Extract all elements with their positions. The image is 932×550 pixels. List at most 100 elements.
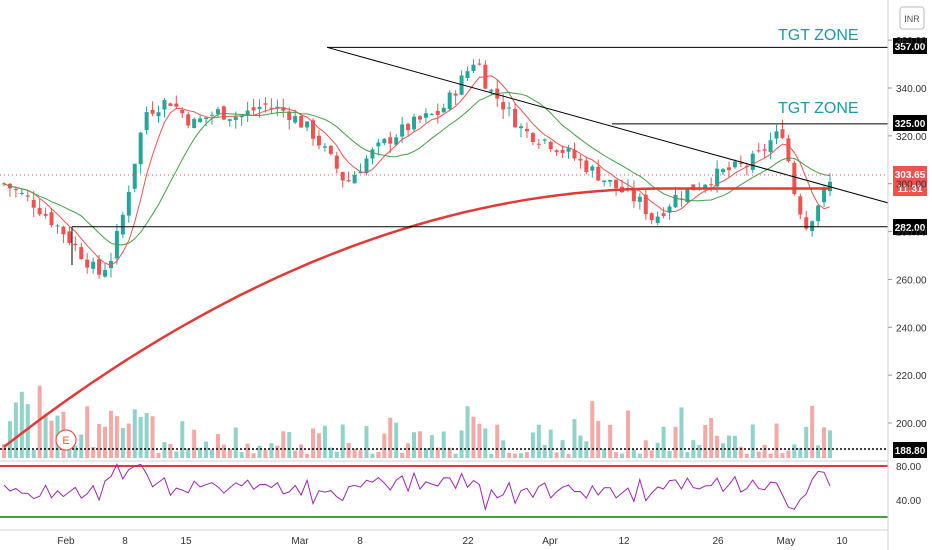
ma-fast-line	[3, 75, 831, 267]
volume-bar	[281, 431, 286, 458]
volume-bar	[114, 416, 119, 458]
candle-body	[685, 187, 690, 203]
candle-body	[465, 71, 470, 78]
volume-bar	[578, 435, 583, 458]
candle-body	[679, 198, 684, 200]
candle-body	[423, 113, 428, 118]
candle-body	[566, 148, 571, 152]
volume-bar	[79, 434, 84, 458]
volume-bar	[786, 450, 791, 458]
candle-body	[786, 138, 791, 162]
volume-bar	[358, 449, 363, 458]
candle-body	[762, 149, 767, 151]
candle-body	[138, 132, 143, 165]
volume-bar	[257, 445, 262, 458]
volume-bar	[382, 433, 387, 458]
candle-body	[536, 143, 541, 145]
candle-body	[596, 166, 601, 181]
volume-bar	[120, 427, 125, 458]
candle-body	[798, 196, 803, 215]
candle-body	[816, 205, 821, 222]
volume-bar	[465, 406, 470, 458]
volume-bar	[400, 452, 405, 458]
volume-bar	[495, 424, 500, 458]
volume-bar	[73, 445, 78, 458]
candle-body	[655, 216, 660, 223]
candle-body	[299, 115, 304, 128]
volume-bar	[192, 429, 197, 458]
volume-bar	[679, 407, 684, 458]
volume-bar	[55, 415, 60, 458]
candle-body	[186, 114, 191, 126]
candle-body	[73, 243, 78, 246]
candle-body	[554, 150, 559, 153]
volume-bar	[316, 433, 321, 458]
candle-body	[590, 166, 595, 171]
candle-body	[168, 103, 173, 106]
volume-bar	[768, 453, 773, 458]
volume-bar	[61, 411, 66, 458]
volume-bar	[423, 448, 428, 458]
volume-bar	[530, 432, 535, 458]
volume-bar	[394, 422, 399, 458]
candle-body	[703, 184, 708, 189]
volume-bar	[340, 424, 345, 458]
candle-body	[204, 117, 209, 120]
candle-body	[382, 138, 387, 144]
candle-body	[709, 184, 714, 186]
candle-body	[215, 109, 220, 114]
volume-bar	[150, 416, 155, 458]
candle-body	[376, 142, 381, 147]
candle-body	[417, 116, 422, 120]
candle-body	[530, 133, 535, 142]
volume-bar	[715, 435, 720, 458]
candle-body	[251, 107, 256, 111]
volume-bar	[513, 453, 518, 458]
volume-bar	[792, 444, 797, 458]
candle-body	[144, 112, 149, 130]
candle-body	[542, 139, 547, 141]
descending-trendline	[326, 46, 889, 204]
candle-body	[245, 110, 250, 116]
volume-bar	[370, 453, 375, 458]
volume-bar	[483, 428, 488, 458]
candle-body	[822, 188, 827, 203]
volume-bar	[245, 443, 250, 458]
volume-bar	[132, 409, 137, 458]
candle-body	[370, 149, 375, 159]
volume-bar	[560, 440, 565, 458]
axes	[0, 0, 892, 550]
candle-body	[358, 171, 363, 174]
rsi-pane	[0, 460, 888, 518]
candle-body	[2, 183, 6, 185]
volume-bar	[596, 420, 601, 458]
volume-bar	[334, 451, 339, 458]
volume-bar	[637, 453, 642, 458]
candle-body	[19, 193, 24, 195]
volume-bar	[204, 441, 209, 458]
volume-bar	[435, 447, 440, 458]
volume-bar	[661, 426, 666, 458]
candle-body	[156, 112, 161, 117]
volume-bar	[328, 447, 333, 458]
volume-bar	[269, 443, 274, 458]
volume-bar	[649, 450, 654, 458]
candle-body	[120, 214, 125, 235]
candle-body	[441, 107, 446, 113]
candle-body	[91, 261, 96, 269]
candle-body	[738, 163, 743, 165]
volume-bar	[49, 420, 54, 458]
volume-bar	[19, 391, 24, 458]
candle-body	[174, 103, 179, 107]
volume-bar	[227, 448, 232, 458]
volume-bar	[174, 451, 179, 458]
volume-bar	[762, 444, 767, 458]
candle-body	[316, 135, 321, 146]
volume-bar	[625, 410, 630, 458]
volume-bar	[215, 434, 220, 458]
volume-bar	[590, 401, 595, 458]
candle-body	[287, 111, 292, 121]
volume-bar	[822, 427, 827, 458]
volume-bar	[67, 441, 72, 458]
